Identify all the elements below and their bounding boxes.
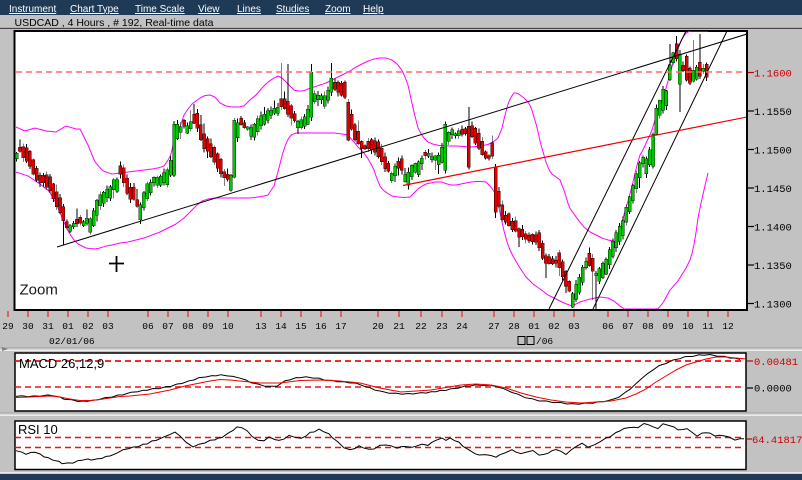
svg-text:1.1300: 1.1300 [754,300,792,312]
svg-text:MACD 26,12,9: MACD 26,12,9 [19,356,104,371]
svg-text:64.41817: 64.41817 [752,435,802,447]
svg-text:02/01/06: 02/01/06 [49,336,95,347]
svg-text:24: 24 [456,321,468,332]
svg-text:16: 16 [315,321,327,332]
svg-text:10: 10 [222,321,234,332]
svg-text:29: 29 [2,321,14,332]
svg-text:08: 08 [642,321,654,332]
svg-text:1.1500: 1.1500 [754,146,792,158]
svg-text:31: 31 [42,321,54,332]
svg-text:13: 13 [255,321,267,332]
svg-text:07: 07 [622,321,633,332]
svg-text:15: 15 [295,321,307,332]
svg-text:22: 22 [415,321,427,332]
svg-text:17: 17 [335,321,346,332]
svg-text:12: 12 [722,321,734,332]
svg-text:06: 06 [602,321,614,332]
svg-text:09: 09 [662,321,674,332]
svg-text:Zoom: Zoom [20,282,58,299]
svg-text:23: 23 [436,321,448,332]
svg-text:02: 02 [82,321,94,332]
svg-text:1.1600: 1.1600 [754,69,792,81]
svg-text:1.1550: 1.1550 [754,107,792,119]
svg-text:10: 10 [682,321,694,332]
svg-text:09: 09 [202,321,214,332]
svg-text:14: 14 [275,321,287,332]
svg-text:1.1400: 1.1400 [754,223,792,235]
svg-text:20: 20 [372,321,384,332]
svg-text:1.1450: 1.1450 [754,184,792,196]
svg-text:/06: /06 [536,336,553,347]
svg-text:30: 30 [22,321,34,332]
svg-text:28: 28 [508,321,520,332]
svg-text:01: 01 [62,321,74,332]
svg-text:21: 21 [393,321,405,332]
svg-text:01: 01 [528,321,540,332]
svg-text:06: 06 [142,321,154,332]
svg-text:11: 11 [702,321,714,332]
svg-text:1.1350: 1.1350 [754,261,792,273]
svg-text:0.00481: 0.00481 [754,357,798,369]
svg-text:08: 08 [182,321,194,332]
svg-text:02: 02 [548,321,560,332]
svg-text:RSI 10: RSI 10 [18,422,58,437]
svg-text:03: 03 [102,321,114,332]
svg-text:0.0000: 0.0000 [754,384,792,396]
svg-text:03: 03 [568,321,580,332]
svg-text:27: 27 [488,321,499,332]
svg-text:07: 07 [162,321,173,332]
